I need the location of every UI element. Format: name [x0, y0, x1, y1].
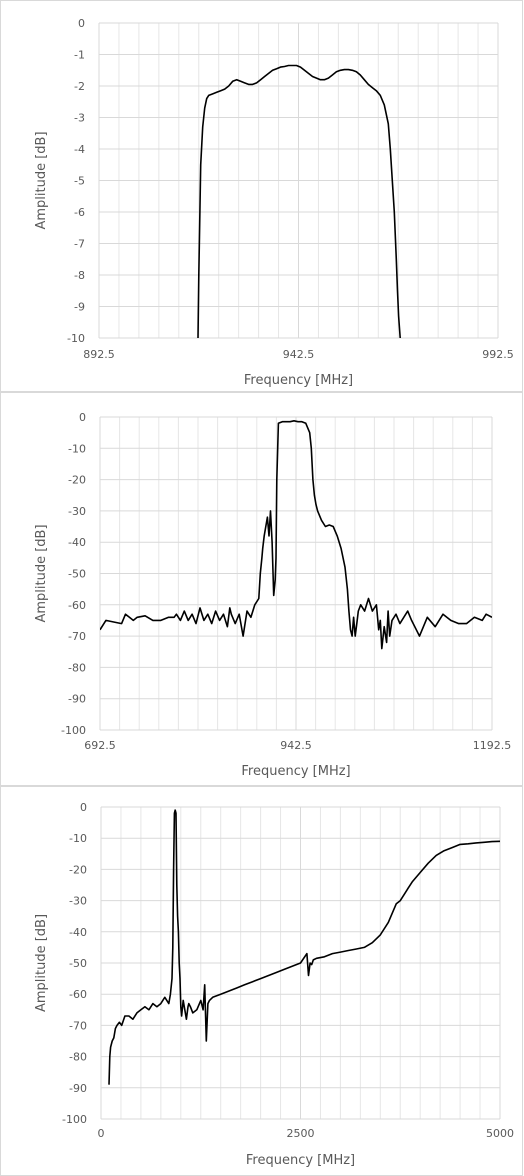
y-tick-label: -5: [74, 175, 85, 188]
x-axis: 692.5 942.5 1192.5: [84, 739, 511, 752]
y-tick-label: -70: [68, 630, 86, 643]
series-line: [197, 64, 401, 339]
y-tick-label: -100: [61, 724, 86, 737]
y-tick-label: -1: [74, 49, 85, 62]
y-tick-label: -10: [69, 832, 87, 845]
y-tick-label: -8: [74, 269, 85, 282]
y-axis-title: Amplitude [dB]: [34, 524, 49, 622]
y-tick-label: -20: [69, 863, 87, 876]
chart-panel-full-span: 0 -10 -20 -30 -40 -50 -60 -70 -80 -90 -100 0 2500 500…: [0, 786, 523, 1176]
x-tick-label: 2500: [287, 1127, 315, 1140]
x-tick-label: 942.5: [280, 739, 312, 752]
x-tick-label: 992.5: [482, 348, 514, 361]
x-tick-label: 892.5: [83, 348, 115, 361]
y-axis: 0 -10 -20 -30 -40 -50 -60 -70 -80 -90 -100: [62, 801, 87, 1126]
y-tick-label: -2: [74, 80, 85, 93]
y-tick-label: -70: [69, 1019, 87, 1032]
gridlines: [99, 416, 493, 731]
y-tick-label: -60: [69, 988, 87, 1001]
y-tick-label: -80: [68, 661, 86, 674]
y-axis: 0 -10 -20 -30 -40 -50 -60 -70 -80 -90 -100: [61, 411, 86, 737]
y-tick-label: 0: [80, 801, 87, 814]
x-axis-title: Frequency [MHz]: [244, 373, 353, 388]
y-tick-label: -3: [74, 112, 85, 125]
x-axis: 892.5 942.5 992.5: [83, 348, 514, 361]
gridlines: [98, 22, 499, 339]
x-tick-label: 1192.5: [473, 739, 512, 752]
y-tick-label: -40: [68, 536, 86, 549]
y-tick-label: 0: [79, 411, 86, 424]
y-tick-label: -20: [68, 474, 86, 487]
chart-panel-passband: 0 -1 -2 -3 -4 -5 -6 -7 -8 -9 -10 892.5 942.5 992.5 Fre…: [0, 0, 523, 392]
y-tick-label: -100: [62, 1113, 87, 1126]
y-tick-label: -6: [74, 206, 85, 219]
x-axis: 0 2500 5000: [98, 1127, 515, 1140]
y-tick-label: -60: [68, 599, 86, 612]
y-tick-label: -50: [68, 568, 86, 581]
x-tick-label: 692.5: [84, 739, 116, 752]
y-tick-label: -7: [74, 238, 85, 251]
y-tick-label: 0: [78, 17, 85, 30]
y-tick-label: -10: [67, 332, 85, 345]
y-axis-title: Amplitude [dB]: [34, 914, 49, 1012]
x-axis-title: Frequency [MHz]: [246, 1153, 355, 1168]
y-tick-label: -40: [69, 926, 87, 939]
y-tick-label: -9: [74, 301, 85, 314]
y-tick-label: -90: [69, 1082, 87, 1095]
y-tick-label: -90: [68, 693, 86, 706]
x-tick-label: 942.5: [283, 348, 315, 361]
y-tick-label: -30: [68, 505, 86, 518]
chart-panel-wideband: 0 -10 -20 -30 -40 -50 -60 -70 -80 -90 -100 692.5 942…: [0, 392, 523, 786]
x-axis-title: Frequency [MHz]: [241, 764, 350, 779]
y-tick-label: -80: [69, 1051, 87, 1064]
chart-svg-1: 0 -10 -20 -30 -40 -50 -60 -70 -80 -90 -100 692.5 942…: [34, 411, 511, 779]
x-tick-label: 5000: [486, 1127, 514, 1140]
chart-svg-2: 0 -10 -20 -30 -40 -50 -60 -70 -80 -90 -100 0 2500 500…: [34, 801, 515, 1168]
series-line: [100, 419, 492, 650]
y-axis-title: Amplitude [dB]: [34, 131, 49, 229]
x-tick-label: 0: [98, 1127, 105, 1140]
y-tick-label: -30: [69, 895, 87, 908]
y-tick-label: -4: [74, 143, 85, 156]
y-axis: 0 -1 -2 -3 -4 -5 -6 -7 -8 -9 -10: [67, 17, 85, 345]
y-tick-label: -50: [69, 957, 87, 970]
y-tick-label: -10: [68, 442, 86, 455]
chart-svg-0: 0 -1 -2 -3 -4 -5 -6 -7 -8 -9 -10 892.5 942.5 992.5 Fre…: [34, 17, 514, 388]
series-line: [108, 809, 500, 1085]
